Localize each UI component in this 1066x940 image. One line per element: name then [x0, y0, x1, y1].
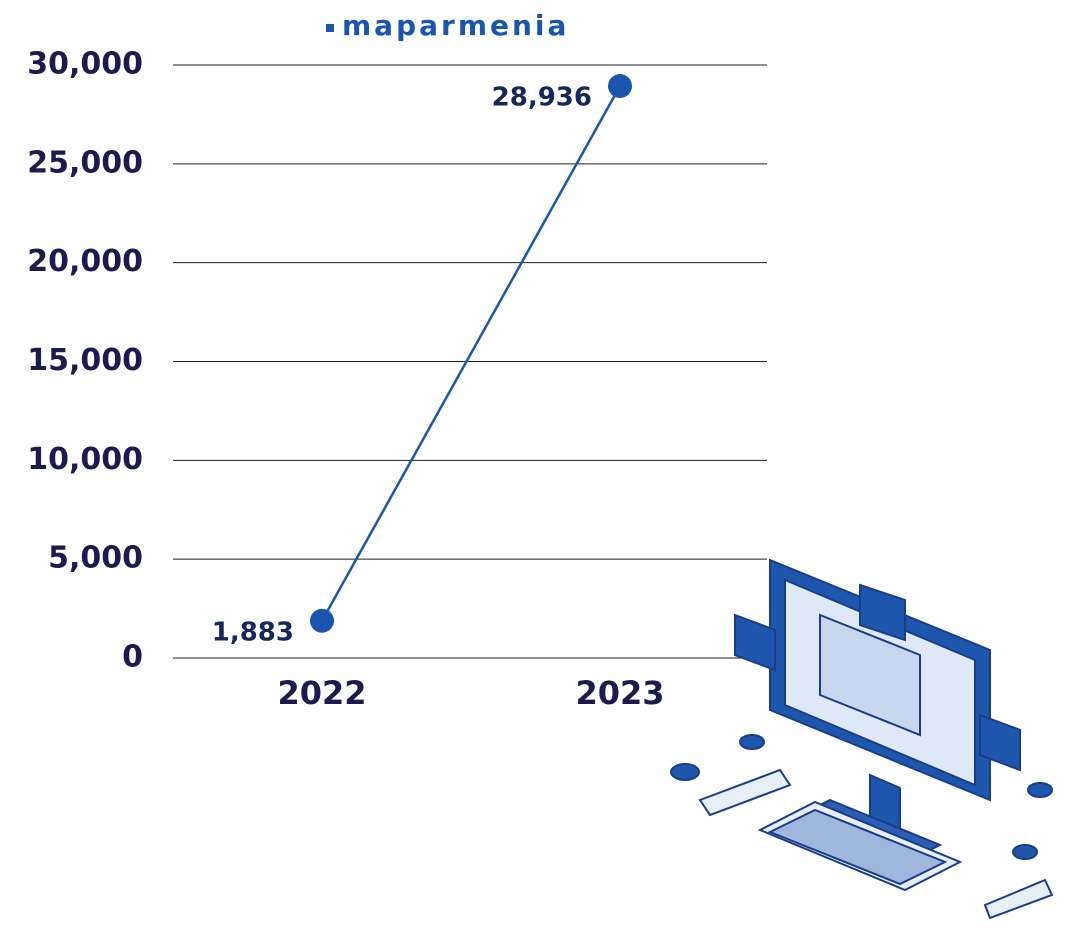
y-tick-label: 0 [122, 640, 143, 675]
data-point [608, 74, 632, 99]
data-label: 1,883 [212, 617, 294, 647]
y-tick-label: 25,000 [27, 145, 143, 180]
plot: 0 5,000 10,000 15,000 20,000 25,000 30,000 2022… [27, 9, 767, 712]
x-tick-label: 2022 [277, 674, 366, 712]
y-tick-label: 30,000 [27, 47, 143, 82]
x-tick-label: 2023 [575, 674, 664, 712]
y-tick-label: 10,000 [27, 442, 143, 477]
y-tick-label: 5,000 [48, 541, 143, 576]
data-point [310, 608, 334, 633]
legend-swatch [326, 24, 334, 32]
series-line [320, 85, 622, 622]
legend-label: maparmenia [342, 9, 569, 42]
y-tick-label: 15,000 [27, 343, 143, 378]
y-tick-label: 20,000 [27, 244, 143, 279]
illustration [670, 558, 1054, 920]
data-label: 28,936 [492, 83, 592, 113]
